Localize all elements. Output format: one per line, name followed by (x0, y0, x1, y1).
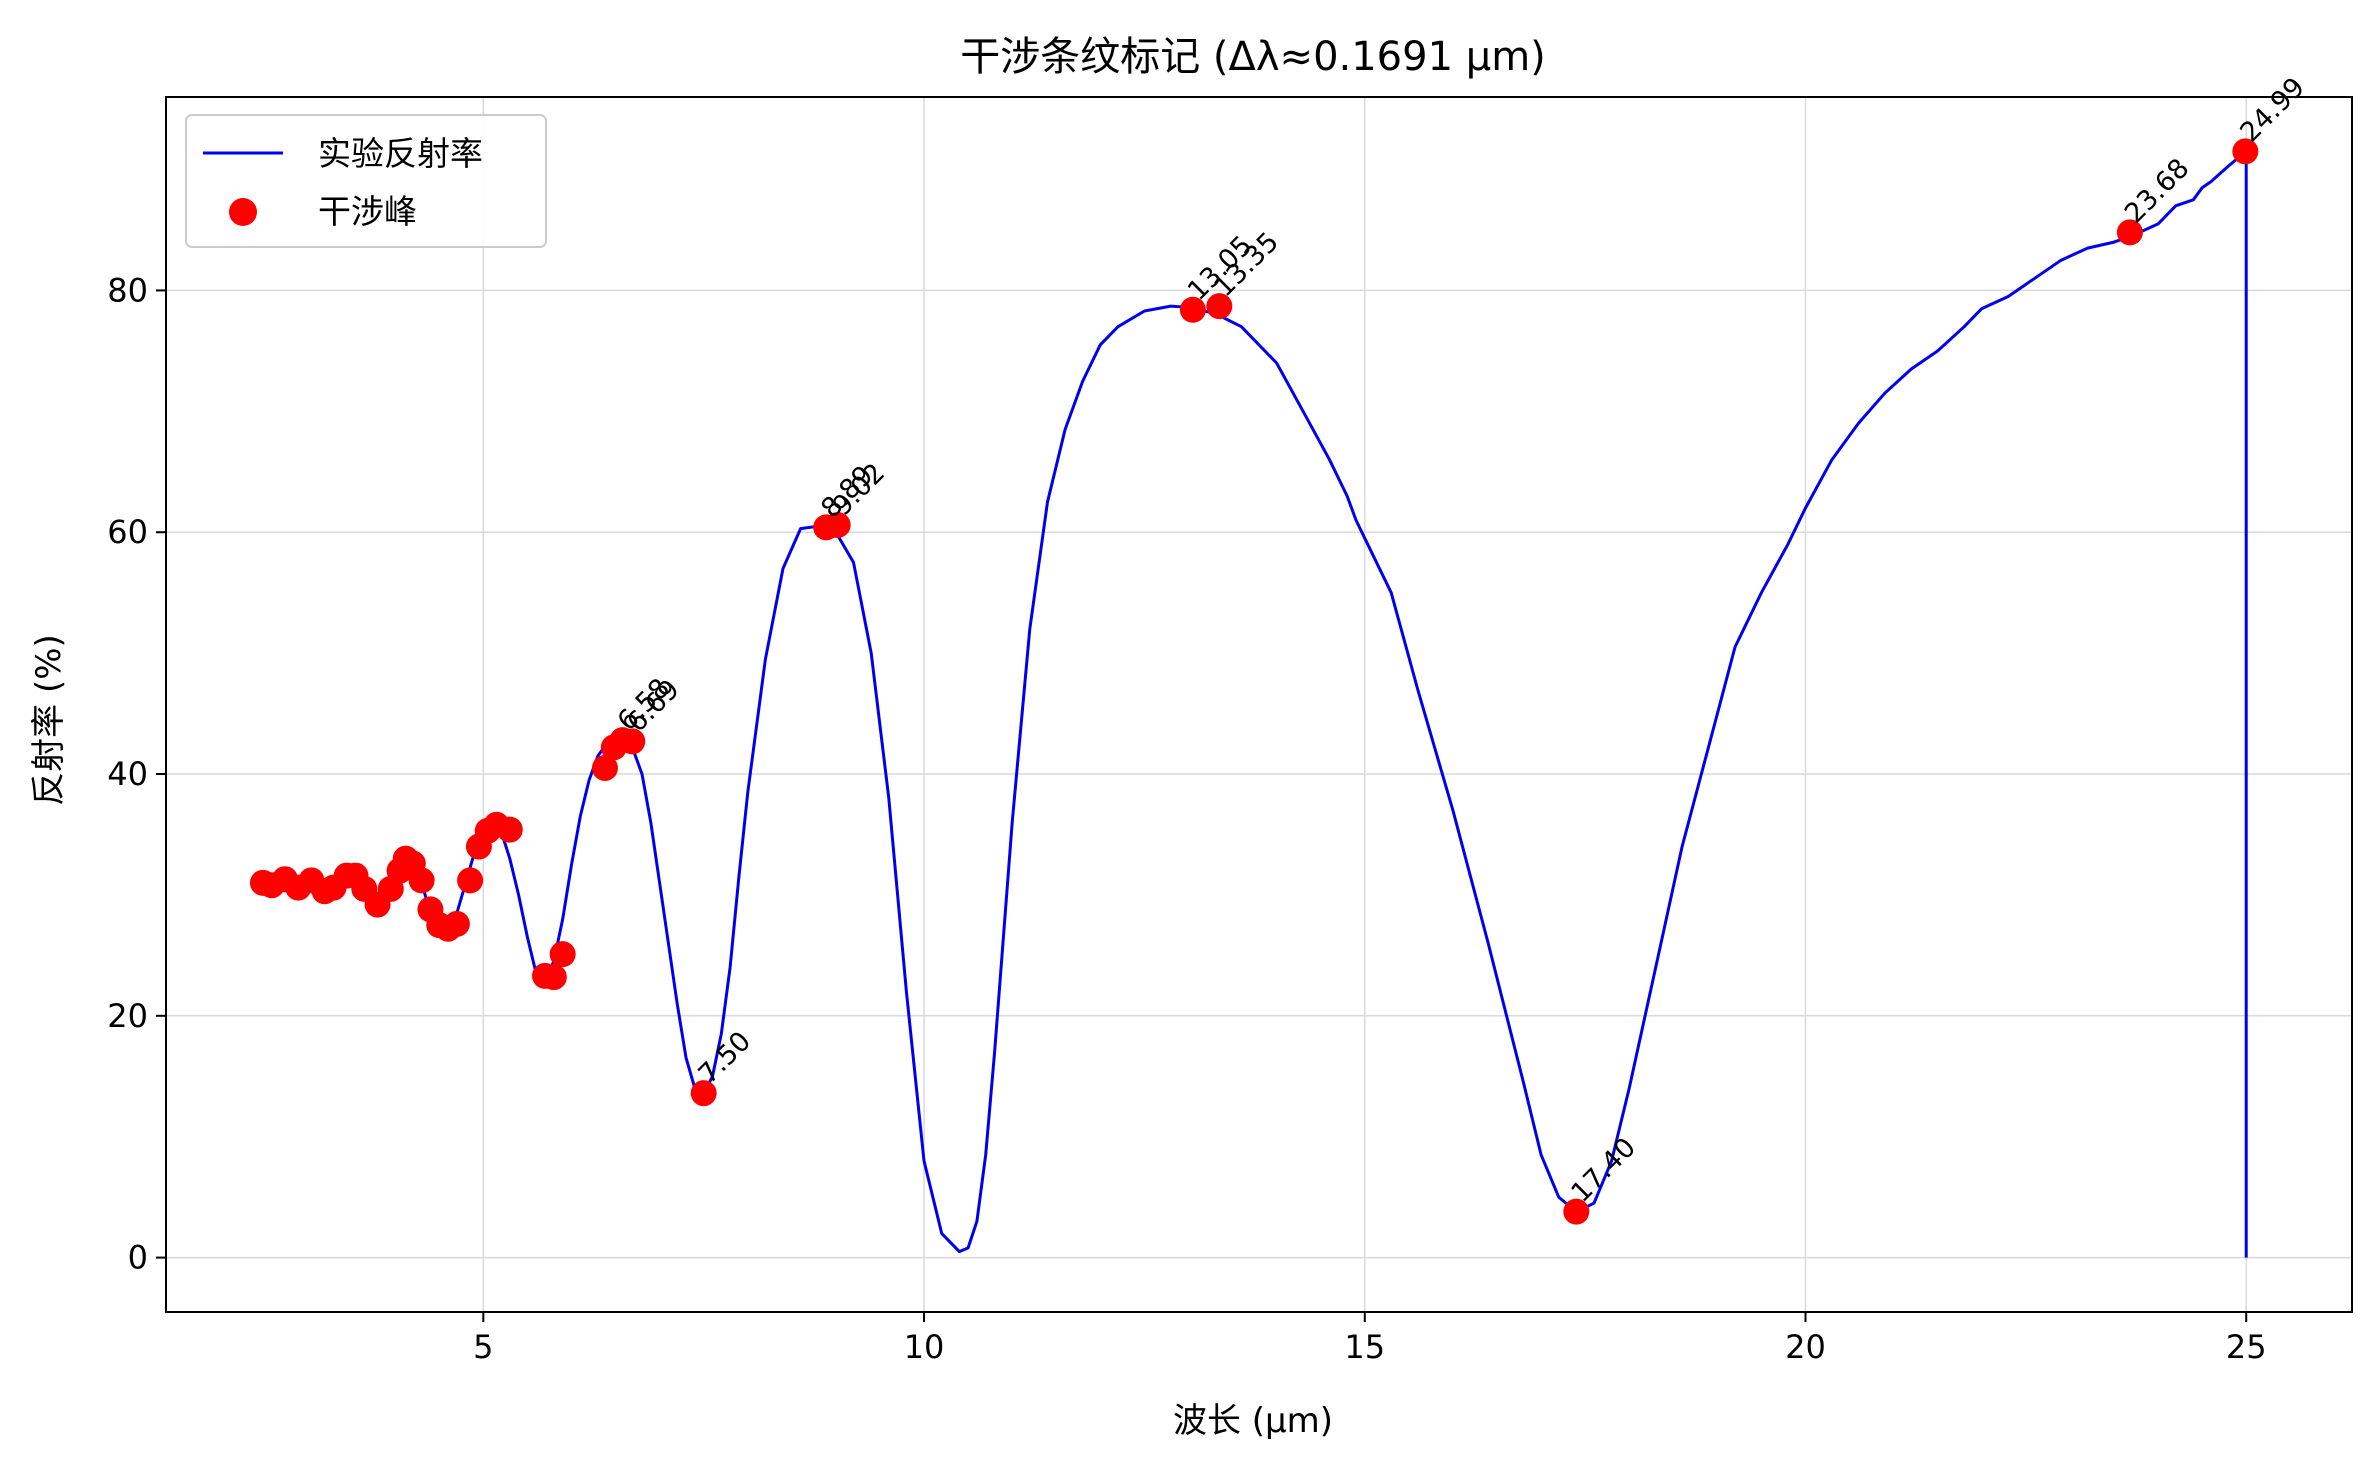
peak-marker (408, 867, 435, 894)
legend: 实验反射率 干涉峰 (185, 114, 547, 248)
peak-marker (443, 910, 470, 937)
peak-marker (2116, 219, 2143, 246)
legend-box (185, 114, 547, 248)
grid-layer (166, 97, 2352, 1312)
peak-marker (1179, 296, 1206, 323)
peak-marker (690, 1080, 717, 1107)
legend-marker-swatch (229, 198, 257, 226)
x-axis-label: 波长 (μm) (1173, 1401, 1333, 1441)
peak-marker (540, 964, 567, 991)
x-tick-label: 25 (2226, 1328, 2267, 1366)
y-tick-label: 20 (107, 997, 148, 1035)
x-tick-label: 10 (904, 1328, 945, 1366)
peak-marker (619, 728, 646, 755)
tick-layer: 5 10 15 20 25 0 20 40 60 80 (107, 271, 2266, 1366)
x-tick-label: 20 (1785, 1328, 1826, 1366)
peak-marker (2232, 138, 2259, 165)
legend-label-peaks: 干涉峰 (318, 192, 417, 231)
peak-marker (1206, 293, 1233, 320)
y-tick-label: 0 (128, 1239, 148, 1277)
y-tick-label: 80 (107, 271, 148, 309)
y-tick-label: 40 (107, 755, 148, 793)
peak-layer (249, 138, 2259, 1225)
peak-marker (824, 511, 851, 538)
legend-label-reflectance: 实验反射率 (318, 134, 483, 173)
x-tick-label: 5 (473, 1328, 493, 1366)
peak-marker (549, 941, 576, 968)
x-tick-label: 15 (1344, 1328, 1385, 1366)
plot-frame (165, 96, 2353, 1313)
y-axis-label: 反射率 (%) (29, 634, 69, 806)
chart-title: 干涉条纹标记 (Δλ≈0.1691 μm) (960, 34, 1546, 80)
peak-marker (591, 754, 618, 781)
peak-marker (457, 867, 484, 894)
peak-marker (1563, 1198, 1590, 1225)
peak-marker (496, 816, 523, 843)
y-tick-label: 60 (107, 513, 148, 551)
